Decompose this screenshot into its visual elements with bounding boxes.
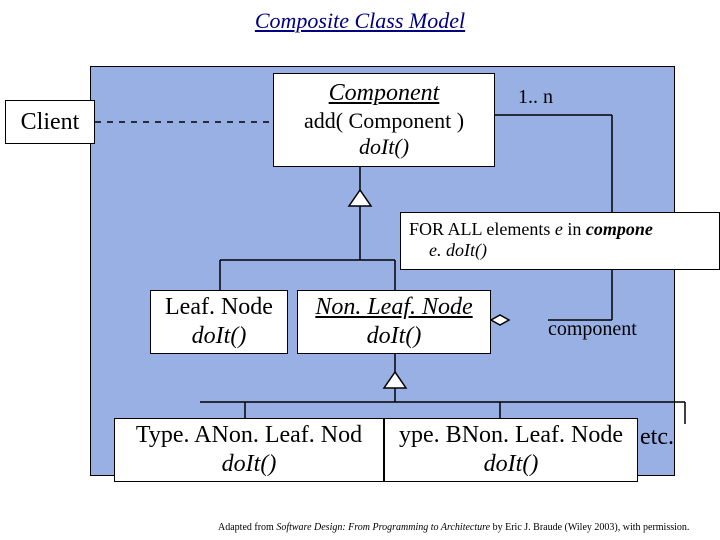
note-line1: FOR ALL elements e in compone: [409, 219, 711, 240]
nonleaf-box: Non. Leaf. Node doIt(): [297, 290, 491, 354]
nonleaf-name: Non. Leaf. Node: [298, 293, 490, 322]
client-box: Client: [5, 100, 95, 144]
etc-label: etc.: [640, 424, 674, 451]
component-name: Component: [274, 79, 494, 108]
typeA-name: Type. ANon. Leaf. Nod: [115, 421, 383, 450]
typeB-name: ype. BNon. Leaf. Node: [385, 421, 637, 450]
client-name: Client: [6, 108, 94, 137]
note-box: FOR ALL elements e in compone e. doIt(): [400, 212, 720, 270]
typeB-method: doIt(): [385, 450, 637, 479]
multiplicity-label: 1.. n: [518, 86, 553, 109]
typeB-box: ype. BNon. Leaf. Node doIt(): [384, 418, 638, 482]
leaf-box: Leaf. Node doIt(): [150, 290, 288, 354]
leaf-method: doIt(): [151, 322, 287, 351]
note-line2: e. doIt(): [409, 240, 711, 261]
component-box: Component add( Component ) doIt(): [273, 73, 495, 167]
nonleaf-method: doIt(): [298, 322, 490, 351]
typeA-method: doIt(): [115, 450, 383, 479]
component-method2: doIt(): [274, 134, 494, 160]
component-method1: add( Component ): [274, 108, 494, 134]
leaf-name: Leaf. Node: [151, 293, 287, 322]
component-role-label: component: [548, 318, 637, 341]
diagram-title: Composite Class Model: [175, 8, 545, 34]
credit-line: Adapted from Software Design: From Progr…: [218, 522, 689, 533]
typeA-box: Type. ANon. Leaf. Nod doIt(): [114, 418, 384, 482]
